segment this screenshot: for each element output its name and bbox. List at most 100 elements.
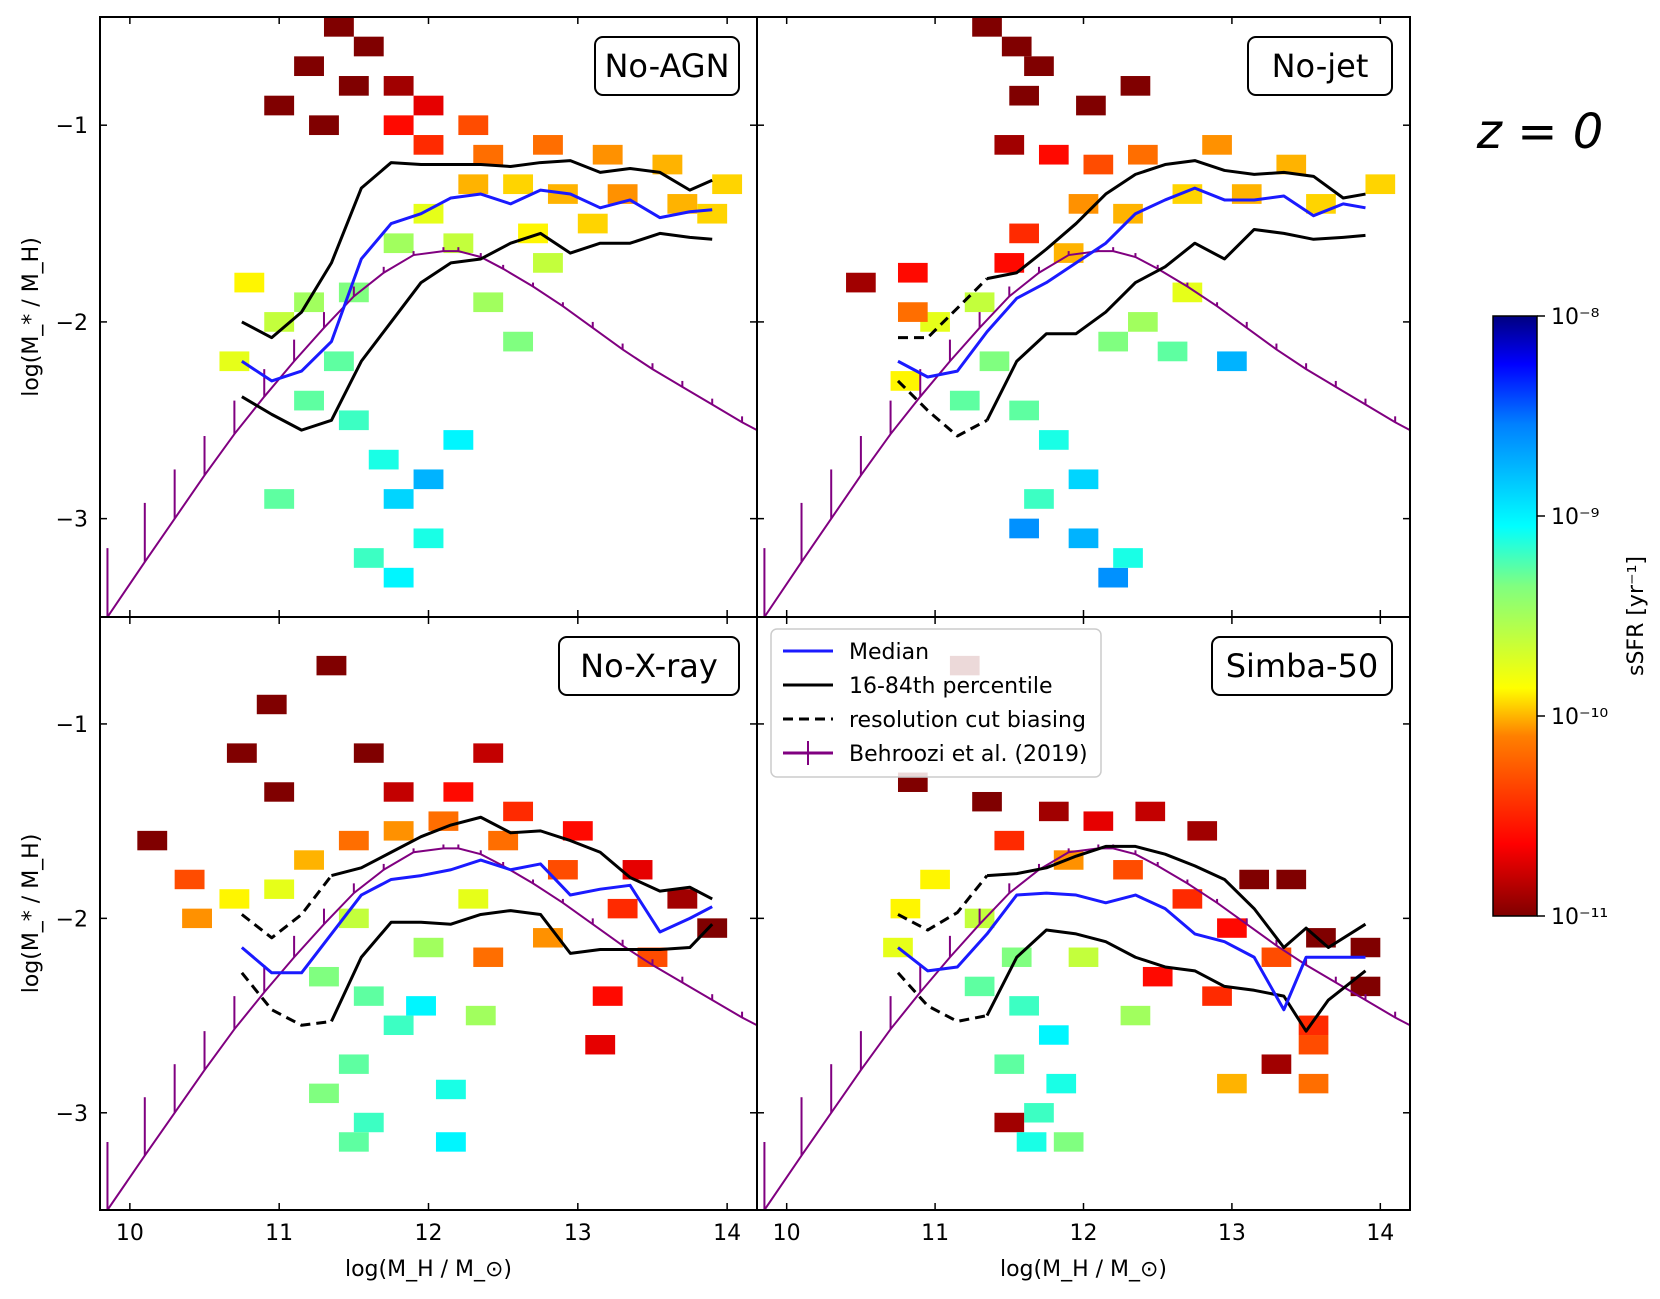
heatmap-cell [1001,36,1032,57]
behroozi-line [106,250,757,617]
colorbar-tick-label: 10⁻⁸ [1551,305,1600,330]
p16-line [985,227,1366,421]
x-tick-label: 13 [564,1221,592,1246]
heatmap-cell [413,937,444,958]
heatmap-cell [1024,1103,1054,1123]
heatmap-cell [234,272,265,293]
heatmap-cell [443,782,474,802]
heatmap-cell [264,879,295,899]
heatmap-cell [1053,1132,1084,1152]
heatmap-cell [338,830,369,851]
colorbar-tick-label: 10⁻¹¹ [1551,905,1608,930]
heatmap-cell [413,95,444,116]
heatmap-cell [443,233,474,254]
panel-plot-area [106,17,757,617]
panel-label-text: No-AGN [604,47,729,85]
behroozi-line [763,250,1410,617]
heatmap-cell [592,986,623,1006]
p16-line [985,928,1367,1033]
heatmap-cell [435,1079,466,1100]
heatmap-cell [1306,194,1336,214]
heatmap-cell [458,889,489,909]
heatmap-cell [316,655,347,676]
panel-plot-area [106,655,757,1210]
x-axis-label: log(M_H / M_⊙) [345,1257,512,1282]
panel-no-jet: No-jet [756,16,1411,618]
heatmap-cell [137,830,168,851]
panel-no-agn: −1 −2 −3 No-AGN log(M_* / M_H) [19,16,758,618]
heatmap-cell [264,95,295,116]
heatmap-cell [890,898,921,919]
heatmap-cell [383,782,414,802]
behroozi-line [106,847,757,1210]
heatmap-cell [368,449,399,470]
heatmap-cell [294,56,324,77]
y-tick-label: −2 [56,311,88,336]
panel-simba-50: 10 11 12 13 14 Simba-50 log(M_H / M_⊙) [756,616,1411,1282]
heatmap-cell [353,1112,384,1133]
heatmap-cell [1068,469,1099,490]
panel-label: No-AGN [594,36,740,96]
heatmap-cell [1038,430,1069,450]
p16-dashed-line [896,971,988,1023]
heatmap-cell [473,743,504,763]
y-tick-label: −3 [56,508,88,533]
heatmap-cell [1083,154,1114,175]
p16-line [330,909,714,1023]
heatmap-cell [1068,528,1099,549]
heatmap-cell [897,302,928,322]
heatmap-cell [920,869,950,890]
heatmap-cell [473,144,504,165]
heatmap-cell [547,860,578,880]
legend: Median 16-84th percentile resolution cut b… [770,628,1102,778]
heatmap-cell [413,135,444,155]
heatmap-cell [994,1112,1025,1133]
heatmap-cell [1128,144,1158,165]
p84-line [241,159,713,340]
y-tick-label: −1 [56,713,88,738]
heatmap-cell [383,567,414,588]
heatmap-cell [383,1015,414,1036]
panel-label-box [594,36,740,96]
heatmap-cell [1083,811,1114,831]
panel-label-text: Simba-50 [1226,647,1379,685]
heatmap-cell [353,548,384,568]
heatmap-cell [1038,1025,1069,1045]
panel-plot-area [763,17,1410,617]
heatmap-cell [383,233,414,254]
panel-label: No-X-ray [558,636,740,696]
heatmap-cell [413,528,444,549]
heatmap-cell [1350,976,1381,997]
heatmap-cell [383,821,414,841]
heatmap-cell [353,36,384,57]
x-tick-label: 12 [1070,1221,1098,1246]
heatmap-cell [338,1132,369,1152]
panel-plot-area [763,655,1410,1210]
heatmap-cell [1298,1035,1329,1055]
heatmap-cell [607,898,638,919]
heatmap-cell [219,889,250,909]
redshift-label: z = 0 [1476,104,1603,160]
heatmap-cell [1157,341,1188,362]
y-tick-label: −2 [56,907,88,932]
heatmap-cell [219,351,250,372]
heatmap-cell [294,850,324,870]
heatmap-cell [1261,1054,1292,1074]
heatmap-cell [1024,489,1054,509]
heatmap-cell [562,821,593,841]
panel-label-box [1247,36,1393,96]
legend-box [770,628,1102,778]
heatmap-cell [1217,1073,1247,1094]
heatmap-cell [1098,331,1129,352]
heatmap-cell [846,272,876,293]
x-tick-label: 11 [921,1221,949,1246]
heatmap-cell [1009,223,1039,244]
heatmap-cell [503,801,534,822]
heatmap-cell [443,430,474,450]
heatmap-cell [712,174,743,195]
heatmap-cell [1009,400,1039,421]
heatmap-cell [667,194,698,214]
heatmap-cell [652,154,683,175]
heatmap-cell [383,76,414,96]
